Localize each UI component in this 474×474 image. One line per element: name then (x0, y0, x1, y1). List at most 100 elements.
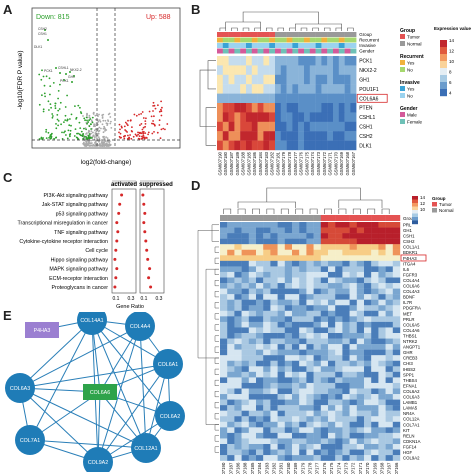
heatmap-b-cell (309, 112, 316, 122)
heatmap-d-annotation-cell (299, 215, 307, 221)
heatmap-d-cell (328, 405, 336, 411)
heatmap-d-cell (292, 227, 300, 234)
heatmap-d-dendrogram-branch (214, 313, 219, 320)
heatmap-d-cell (313, 233, 321, 239)
heatmap-d-cell (299, 382, 307, 389)
heatmap-d-cell (378, 410, 386, 417)
heatmap-d-cell (234, 410, 242, 417)
heatmap-d-cell (364, 249, 372, 256)
heatmap-d-cell (263, 410, 271, 417)
heatmap-d-cell (277, 310, 285, 317)
heatmap-b-cell (350, 56, 357, 66)
heatmap-d-cell (234, 227, 242, 234)
heatmap-d-cell (378, 266, 386, 273)
heatmap-d-cell (277, 371, 285, 378)
volcano-point-ns (97, 144, 99, 147)
volcano-point-up (120, 125, 123, 128)
heatmap-d-cell (220, 244, 228, 250)
heatmap-b-cell (298, 131, 305, 141)
heatmap-d-cell (349, 360, 357, 367)
heatmap-d-cell (356, 421, 365, 428)
heatmap-d-cell (241, 355, 249, 361)
volcano-point-down (79, 127, 82, 129)
heatmap-b-cell (234, 74, 241, 85)
heatmap-d-cell (277, 233, 285, 239)
heatmap-b-legend-label: Female (407, 120, 423, 125)
heatmap-d-cell (270, 327, 278, 334)
heatmap-b-column-label: GSM607169 (339, 151, 344, 175)
heatmap-b-cell (315, 140, 322, 151)
volcano-point-down (64, 119, 67, 121)
heatmap-d-cell (335, 427, 343, 434)
heatmap-d-cell (234, 377, 242, 384)
heatmap-d-cell (364, 366, 372, 373)
heatmap-d-cell (320, 360, 329, 367)
heatmap-b-cell (263, 93, 270, 104)
heatmap-d-cell (248, 288, 257, 295)
heatmap-d-cell (385, 321, 393, 328)
heatmap-d-row-label: COL7A1 (403, 422, 420, 427)
heatmap-d-cell (320, 288, 329, 295)
heatmap-d-cell (328, 338, 336, 345)
heatmap-b-cell (217, 93, 223, 104)
heatmap-d-cell (299, 299, 307, 306)
heatmap-d-cell (371, 227, 379, 234)
heatmap-b-cell (350, 84, 357, 94)
volcano-point-ns (92, 134, 95, 137)
heatmap-d-cell (284, 449, 293, 456)
heatmap-b-column-label: GSM607179 (281, 151, 286, 175)
network-node-col7a1 (15, 425, 45, 455)
panel-label-b: B (191, 2, 201, 17)
heatmap-b-annotation-cell (315, 43, 322, 48)
heatmap-b-annotation-cell (286, 43, 293, 48)
heatmap-b-annotation-cell (217, 32, 223, 37)
heatmap-d-cell (378, 238, 386, 245)
volcano-plot-frame (31, 7, 181, 149)
heatmap-b-annotation-cell (251, 37, 258, 43)
heatmap-d-cell (392, 299, 401, 306)
heatmap-d-cell (256, 294, 264, 300)
heatmap-d-cell (349, 316, 357, 323)
heatmap-d-cell (277, 427, 285, 434)
heatmap-b-annotation-cell (338, 32, 345, 37)
heatmap-b-cell (269, 74, 276, 85)
volcano-point-ns (102, 113, 105, 116)
heatmap-d-cell (371, 260, 379, 267)
heatmap-d-cell (277, 244, 285, 250)
heatmap-d-cell (371, 288, 379, 295)
heatmap-d-cell (356, 249, 365, 256)
heatmap-d-cell (385, 288, 393, 295)
heatmap-b-cell (321, 56, 328, 66)
network-edge (29, 319, 93, 441)
heatmap-d-cell (292, 222, 300, 228)
heatmap-d-cell (284, 388, 293, 395)
volcano-point-up (134, 133, 137, 136)
heatmap-d-cell (320, 410, 329, 417)
network-node-col6a6 (83, 384, 117, 400)
volcano-point-up (143, 136, 146, 139)
heatmap-d-cell (371, 283, 379, 289)
heatmap-d-cell (342, 444, 350, 450)
heatmap-d-cell (385, 444, 393, 450)
heatmap-b-cell (263, 65, 270, 75)
heatmap-d-cell (284, 327, 293, 334)
activated-dot (116, 230, 120, 234)
heatmap-d-cell (292, 233, 300, 239)
heatmap-b-cell (263, 103, 270, 113)
volcano-point-up (153, 123, 156, 126)
heatmap-b-cell (333, 103, 339, 113)
heatmap-d-annotation-cell (234, 215, 242, 221)
heatmap-b-annotation-cell (309, 48, 316, 54)
heatmap-d-cell (328, 299, 336, 306)
heatmap-d-cell (220, 416, 228, 422)
heatmap-d-cell (292, 449, 300, 456)
volcano-point-down (59, 72, 61, 74)
heatmap-d-row-label: IHBS2 (403, 367, 416, 372)
heatmap-d-cell (270, 421, 278, 428)
heatmap-d-cell (277, 410, 285, 417)
heatmap-d-cell (277, 316, 285, 323)
heatmap-b-cell (222, 56, 229, 66)
heatmap-d-cell (349, 344, 357, 350)
heatmap-d-cell (299, 377, 307, 384)
heatmap-d-annotation-cell (220, 215, 228, 221)
